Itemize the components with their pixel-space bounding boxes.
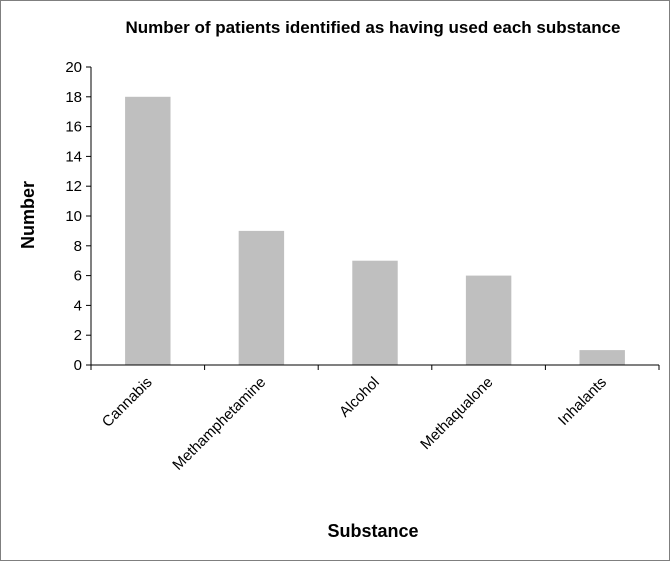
y-tick-label-6: 6 [74,268,82,285]
x-axis-title: Substance [327,521,418,541]
bar-inhalants [579,350,625,365]
y-tick-label-0: 0 [74,357,82,374]
y-tick-label-16: 16 [65,119,82,136]
y-tick-label-2: 2 [74,327,82,344]
y-tick-label-12: 12 [65,178,82,195]
x-tick-label-alcohol: Alcohol [336,374,383,421]
x-tick-label-cannabis: Cannabis [99,374,156,431]
chart-title: Number of patients identified as having … [125,18,620,37]
bar-methamphetamine [238,230,285,365]
y-axis-title: Number [18,181,38,249]
y-tick-label-20: 20 [65,59,82,76]
y-tick-label-10: 10 [65,208,82,225]
bars-layer [125,96,625,366]
y-tick-label-4: 4 [74,297,82,314]
bar-alcohol [352,260,398,365]
y-tick-label-14: 14 [65,148,82,165]
x-tick-label-methaqualone: Methaqualone [417,374,496,453]
x-tick-label-methamphetamine: Methamphetamine [169,374,269,474]
axes-layer [86,66,660,370]
y-tick-label-18: 18 [65,89,82,106]
bar-methaqualone [465,275,512,365]
bar-cannabis [125,96,171,366]
x-tick-label-inhalants: Inhalants [555,374,610,429]
y-tick-label-8: 8 [74,238,82,255]
